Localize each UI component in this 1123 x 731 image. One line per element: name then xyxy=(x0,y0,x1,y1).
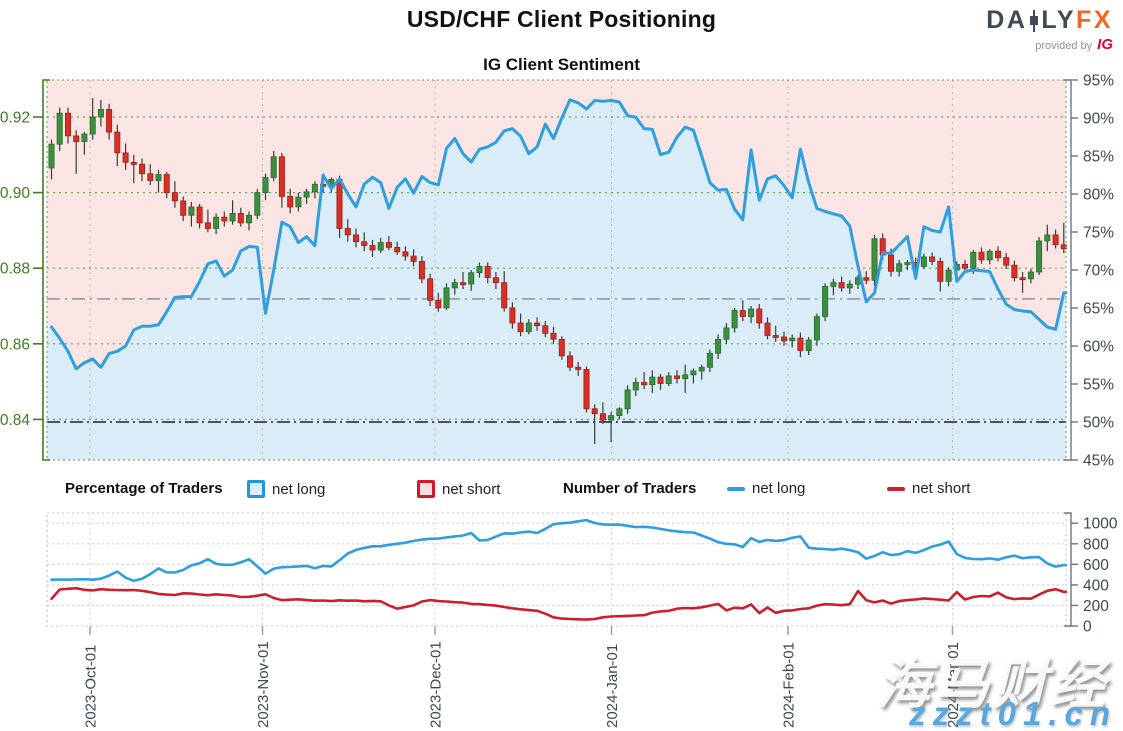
svg-text:85%: 85% xyxy=(1083,149,1114,166)
svg-text:65%: 65% xyxy=(1083,301,1114,318)
svg-text:90%: 90% xyxy=(1083,111,1114,128)
legend-num-net-long: net long xyxy=(727,480,805,497)
svg-text:0.84: 0.84 xyxy=(0,412,30,429)
legend-pct-net-short: net short xyxy=(417,480,500,498)
legend-pct-title: Percentage of Traders xyxy=(65,480,223,497)
legend-pct-net-long: net long xyxy=(247,480,325,498)
svg-text:2024-Feb-01: 2024-Feb-01 xyxy=(781,642,798,728)
svg-text:95%: 95% xyxy=(1083,73,1114,90)
logo-text-fx: FX xyxy=(1076,6,1113,34)
svg-text:2024-Mar-01: 2024-Mar-01 xyxy=(945,642,962,728)
net-long-area xyxy=(47,99,1066,461)
legend-num-net-short: net short xyxy=(887,480,970,497)
svg-text:2023-Dec-01: 2023-Dec-01 xyxy=(428,641,445,728)
legend-pct-net-long-label: net long xyxy=(272,480,326,498)
svg-text:800: 800 xyxy=(1083,536,1109,553)
net-short-line-icon xyxy=(887,486,905,491)
legend-pct-net-short-label: net short xyxy=(442,480,501,498)
date-axis: 2023-Oct-01 2023-Nov-01 2023-Dec-01 2024-Ja… xyxy=(83,626,962,728)
ig-logo: IG xyxy=(1097,36,1113,53)
svg-text:80%: 80% xyxy=(1083,187,1114,204)
svg-text:0.88: 0.88 xyxy=(0,261,30,278)
candlestick-icon xyxy=(1030,9,1039,32)
traders-plot-border xyxy=(46,512,1067,627)
pct-axis: 95% 90% 85% 80% 75% 70% 65% 60% 55% 50% 45% xyxy=(1064,73,1114,470)
svg-text:0.86: 0.86 xyxy=(0,336,30,353)
svg-text:0: 0 xyxy=(1083,619,1092,636)
svg-text:70%: 70% xyxy=(1083,263,1114,280)
main-chart: 0.92 0.90 0.88 0.86 0.84 95% 90% 85% 80% 75% 70% 65… xyxy=(0,73,1114,470)
net-long-pct-line xyxy=(50,98,1068,371)
net-long-line-icon xyxy=(727,486,745,491)
traders-count-chart: 1000 800 600 400 200 0 xyxy=(46,512,1118,636)
svg-text:200: 200 xyxy=(1083,598,1109,615)
net-long-square-icon xyxy=(247,480,265,498)
legend-num-net-short-label: net short xyxy=(912,480,971,497)
svg-text:2023-Oct-01: 2023-Oct-01 xyxy=(83,645,100,728)
svg-text:55%: 55% xyxy=(1083,377,1114,394)
svg-text:1000: 1000 xyxy=(1083,516,1118,533)
svg-text:0.92: 0.92 xyxy=(0,110,30,127)
traders-net-short-line xyxy=(50,586,1068,621)
legend-num-net-long-label: net long xyxy=(752,480,806,497)
logo-provided-by: provided by IG xyxy=(986,37,1113,52)
dailyfx-logo: DA LY FX provided by IG xyxy=(986,8,1113,53)
page-title: USD/CHF Client Positioning xyxy=(406,6,717,32)
provided-by-label: provided by xyxy=(1035,40,1093,52)
legend-num-title: Number of Traders xyxy=(563,480,697,497)
net-short-square-icon xyxy=(417,480,435,498)
chart-subtitle: IG Client Sentiment xyxy=(483,55,640,74)
svg-text:2024-Jan-01: 2024-Jan-01 xyxy=(604,644,621,728)
svg-text:400: 400 xyxy=(1083,577,1109,594)
svg-text:2023-Nov-01: 2023-Nov-01 xyxy=(255,641,272,728)
price-axis: 0.92 0.90 0.88 0.86 0.84 xyxy=(0,79,50,461)
svg-text:600: 600 xyxy=(1083,557,1109,574)
svg-text:75%: 75% xyxy=(1083,225,1114,242)
logo-text-ly: LY xyxy=(1041,6,1077,34)
svg-text:45%: 45% xyxy=(1083,453,1114,470)
svg-text:50%: 50% xyxy=(1083,415,1114,432)
traders-net-long-line xyxy=(50,518,1068,583)
svg-text:60%: 60% xyxy=(1083,339,1114,356)
logo-text-da: DA xyxy=(986,6,1028,34)
candlestick-series xyxy=(48,98,1067,444)
legend: Percentage of Traders net long net short… xyxy=(47,480,1067,506)
dailyfx-logo-wordmark: DA LY FX xyxy=(986,8,1113,33)
svg-text:0.90: 0.90 xyxy=(0,185,30,202)
